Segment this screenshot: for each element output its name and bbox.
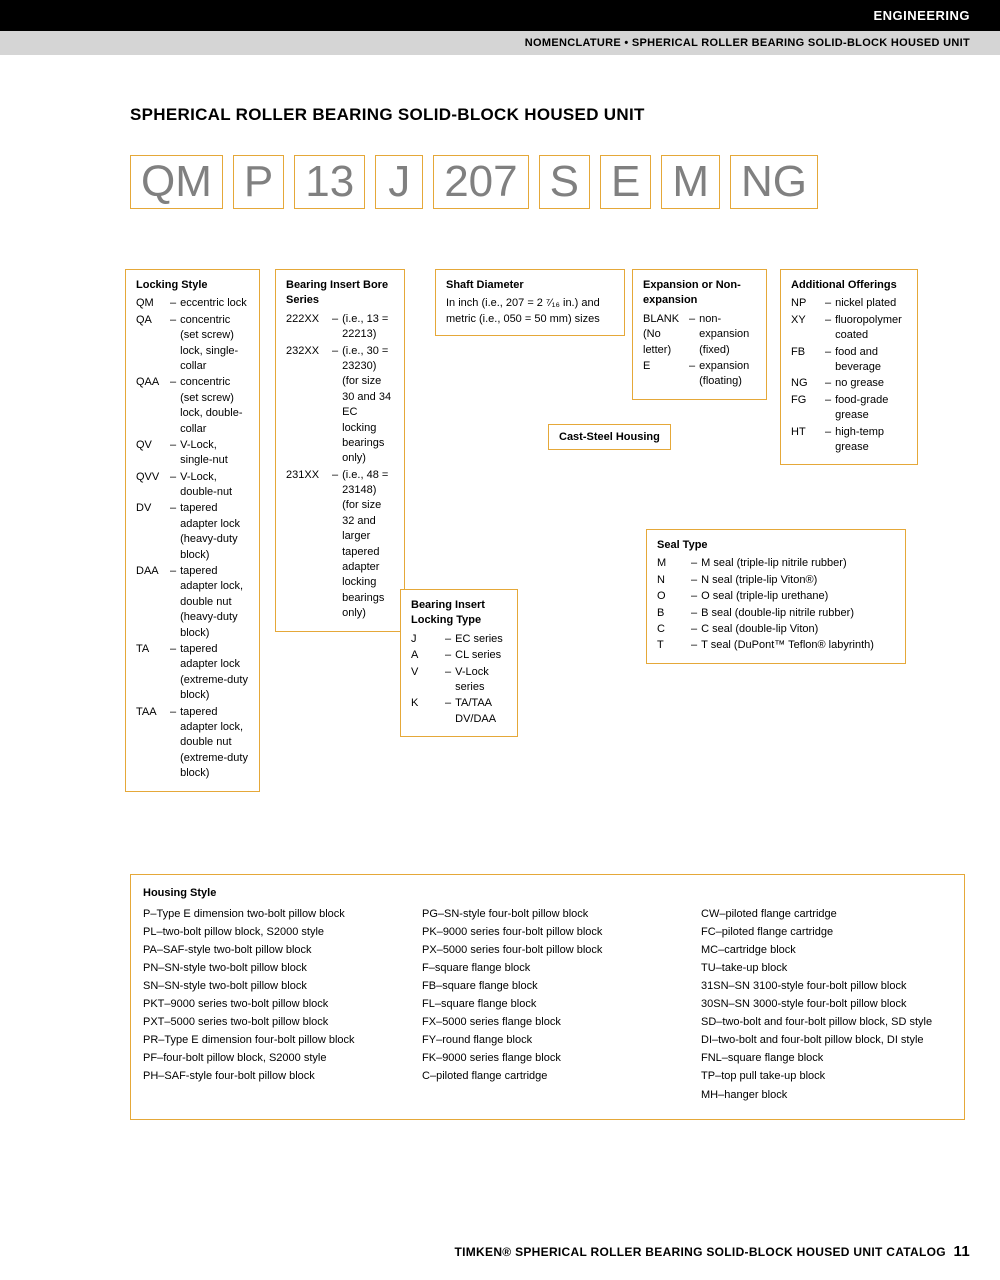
locking-type-title: Bearing Insert Locking Type: [411, 598, 507, 629]
additional-offerings-box: Additional Offerings NP–nickel platedXY–…: [780, 269, 918, 465]
footer-text: SPHERICAL ROLLER BEARING SOLID-BLOCK HOU…: [515, 1245, 946, 1259]
section-header: ENGINEERING: [0, 0, 1000, 31]
footer-page: 11: [954, 1243, 970, 1260]
locking-type-box: Bearing Insert Locking Type J–EC seriesA…: [400, 589, 518, 737]
shaft-diameter-box: Shaft Diameter In inch (i.e., 207 = 2 ⁷⁄…: [435, 269, 625, 336]
subsection-header: NOMENCLATURE • SPHERICAL ROLLER BEARING …: [0, 31, 1000, 55]
code-207: 207: [433, 155, 528, 209]
bore-series-title: Bearing Insert Bore Series: [286, 278, 394, 309]
code-e: E: [600, 155, 651, 209]
locking-style-box: Locking Style QM–eccentric lockQA–concen…: [125, 269, 260, 792]
code-ng: NG: [730, 155, 818, 209]
expansion-title: Expansion or Non-expansion: [643, 278, 756, 309]
seal-type-title: Seal Type: [657, 538, 895, 553]
nomenclature-codes: QM P 13 J 207 S E M NG: [130, 155, 960, 209]
code-p: P: [233, 155, 284, 209]
code-qm: QM: [130, 155, 223, 209]
locking-style-title: Locking Style: [136, 278, 249, 293]
cast-steel-label: Cast-Steel Housing: [548, 424, 671, 450]
bore-series-box: Bearing Insert Bore Series 222XX–(i.e., …: [275, 269, 405, 632]
page-footer: TIMKEN® SPHERICAL ROLLER BEARING SOLID-B…: [454, 1243, 970, 1260]
code-j: J: [375, 155, 423, 209]
code-s: S: [539, 155, 590, 209]
shaft-diameter-title: Shaft Diameter: [446, 278, 614, 293]
additional-title: Additional Offerings: [791, 278, 907, 293]
code-13: 13: [294, 155, 365, 209]
seal-type-box: Seal Type M–M seal (triple-lip nitrile r…: [646, 529, 906, 664]
footer-brand: TIMKEN®: [454, 1245, 511, 1259]
page-title: SPHERICAL ROLLER BEARING SOLID-BLOCK HOU…: [130, 105, 960, 125]
shaft-diameter-desc: In inch (i.e., 207 = 2 ⁷⁄₁₆ in.) and met…: [446, 296, 614, 327]
code-m: M: [661, 155, 720, 209]
expansion-box: Expansion or Non-expansion BLANK(Nolette…: [632, 269, 767, 400]
